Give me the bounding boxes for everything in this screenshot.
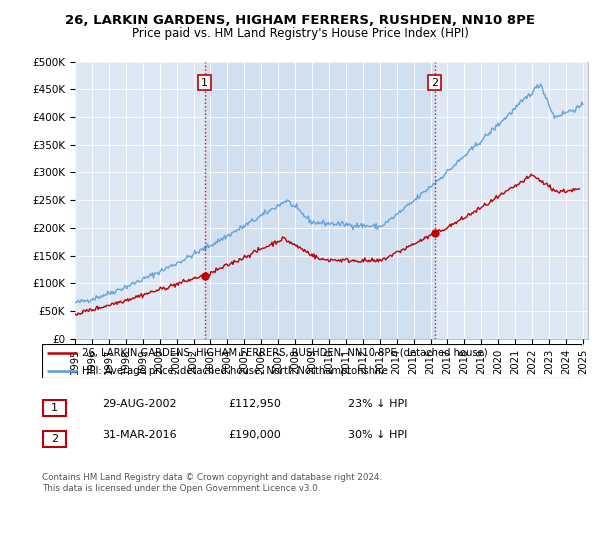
Text: Price paid vs. HM Land Registry's House Price Index (HPI): Price paid vs. HM Land Registry's House … bbox=[131, 27, 469, 40]
Text: 30% ↓ HPI: 30% ↓ HPI bbox=[348, 430, 407, 440]
Text: 26, LARKIN GARDENS, HIGHAM FERRERS, RUSHDEN, NN10 8PE: 26, LARKIN GARDENS, HIGHAM FERRERS, RUSH… bbox=[65, 14, 535, 27]
Text: 2: 2 bbox=[431, 78, 439, 88]
Text: £112,950: £112,950 bbox=[228, 399, 281, 409]
Bar bbox=[205, 62, 435, 339]
Text: 2: 2 bbox=[51, 434, 58, 444]
Text: 29-AUG-2002: 29-AUG-2002 bbox=[102, 399, 176, 409]
Text: 26, LARKIN GARDENS, HIGHAM FERRERS, RUSHDEN, NN10 8PE (detached house): 26, LARKIN GARDENS, HIGHAM FERRERS, RUSH… bbox=[83, 348, 488, 358]
Text: 1: 1 bbox=[51, 403, 58, 413]
Text: HPI: Average price, detached house, North Northamptonshire: HPI: Average price, detached house, Nort… bbox=[83, 366, 389, 376]
Text: 23% ↓ HPI: 23% ↓ HPI bbox=[348, 399, 407, 409]
Text: 1: 1 bbox=[201, 78, 208, 88]
Text: Contains HM Land Registry data © Crown copyright and database right 2024.
This d: Contains HM Land Registry data © Crown c… bbox=[42, 473, 382, 493]
Text: 31-MAR-2016: 31-MAR-2016 bbox=[102, 430, 176, 440]
Text: £190,000: £190,000 bbox=[228, 430, 281, 440]
